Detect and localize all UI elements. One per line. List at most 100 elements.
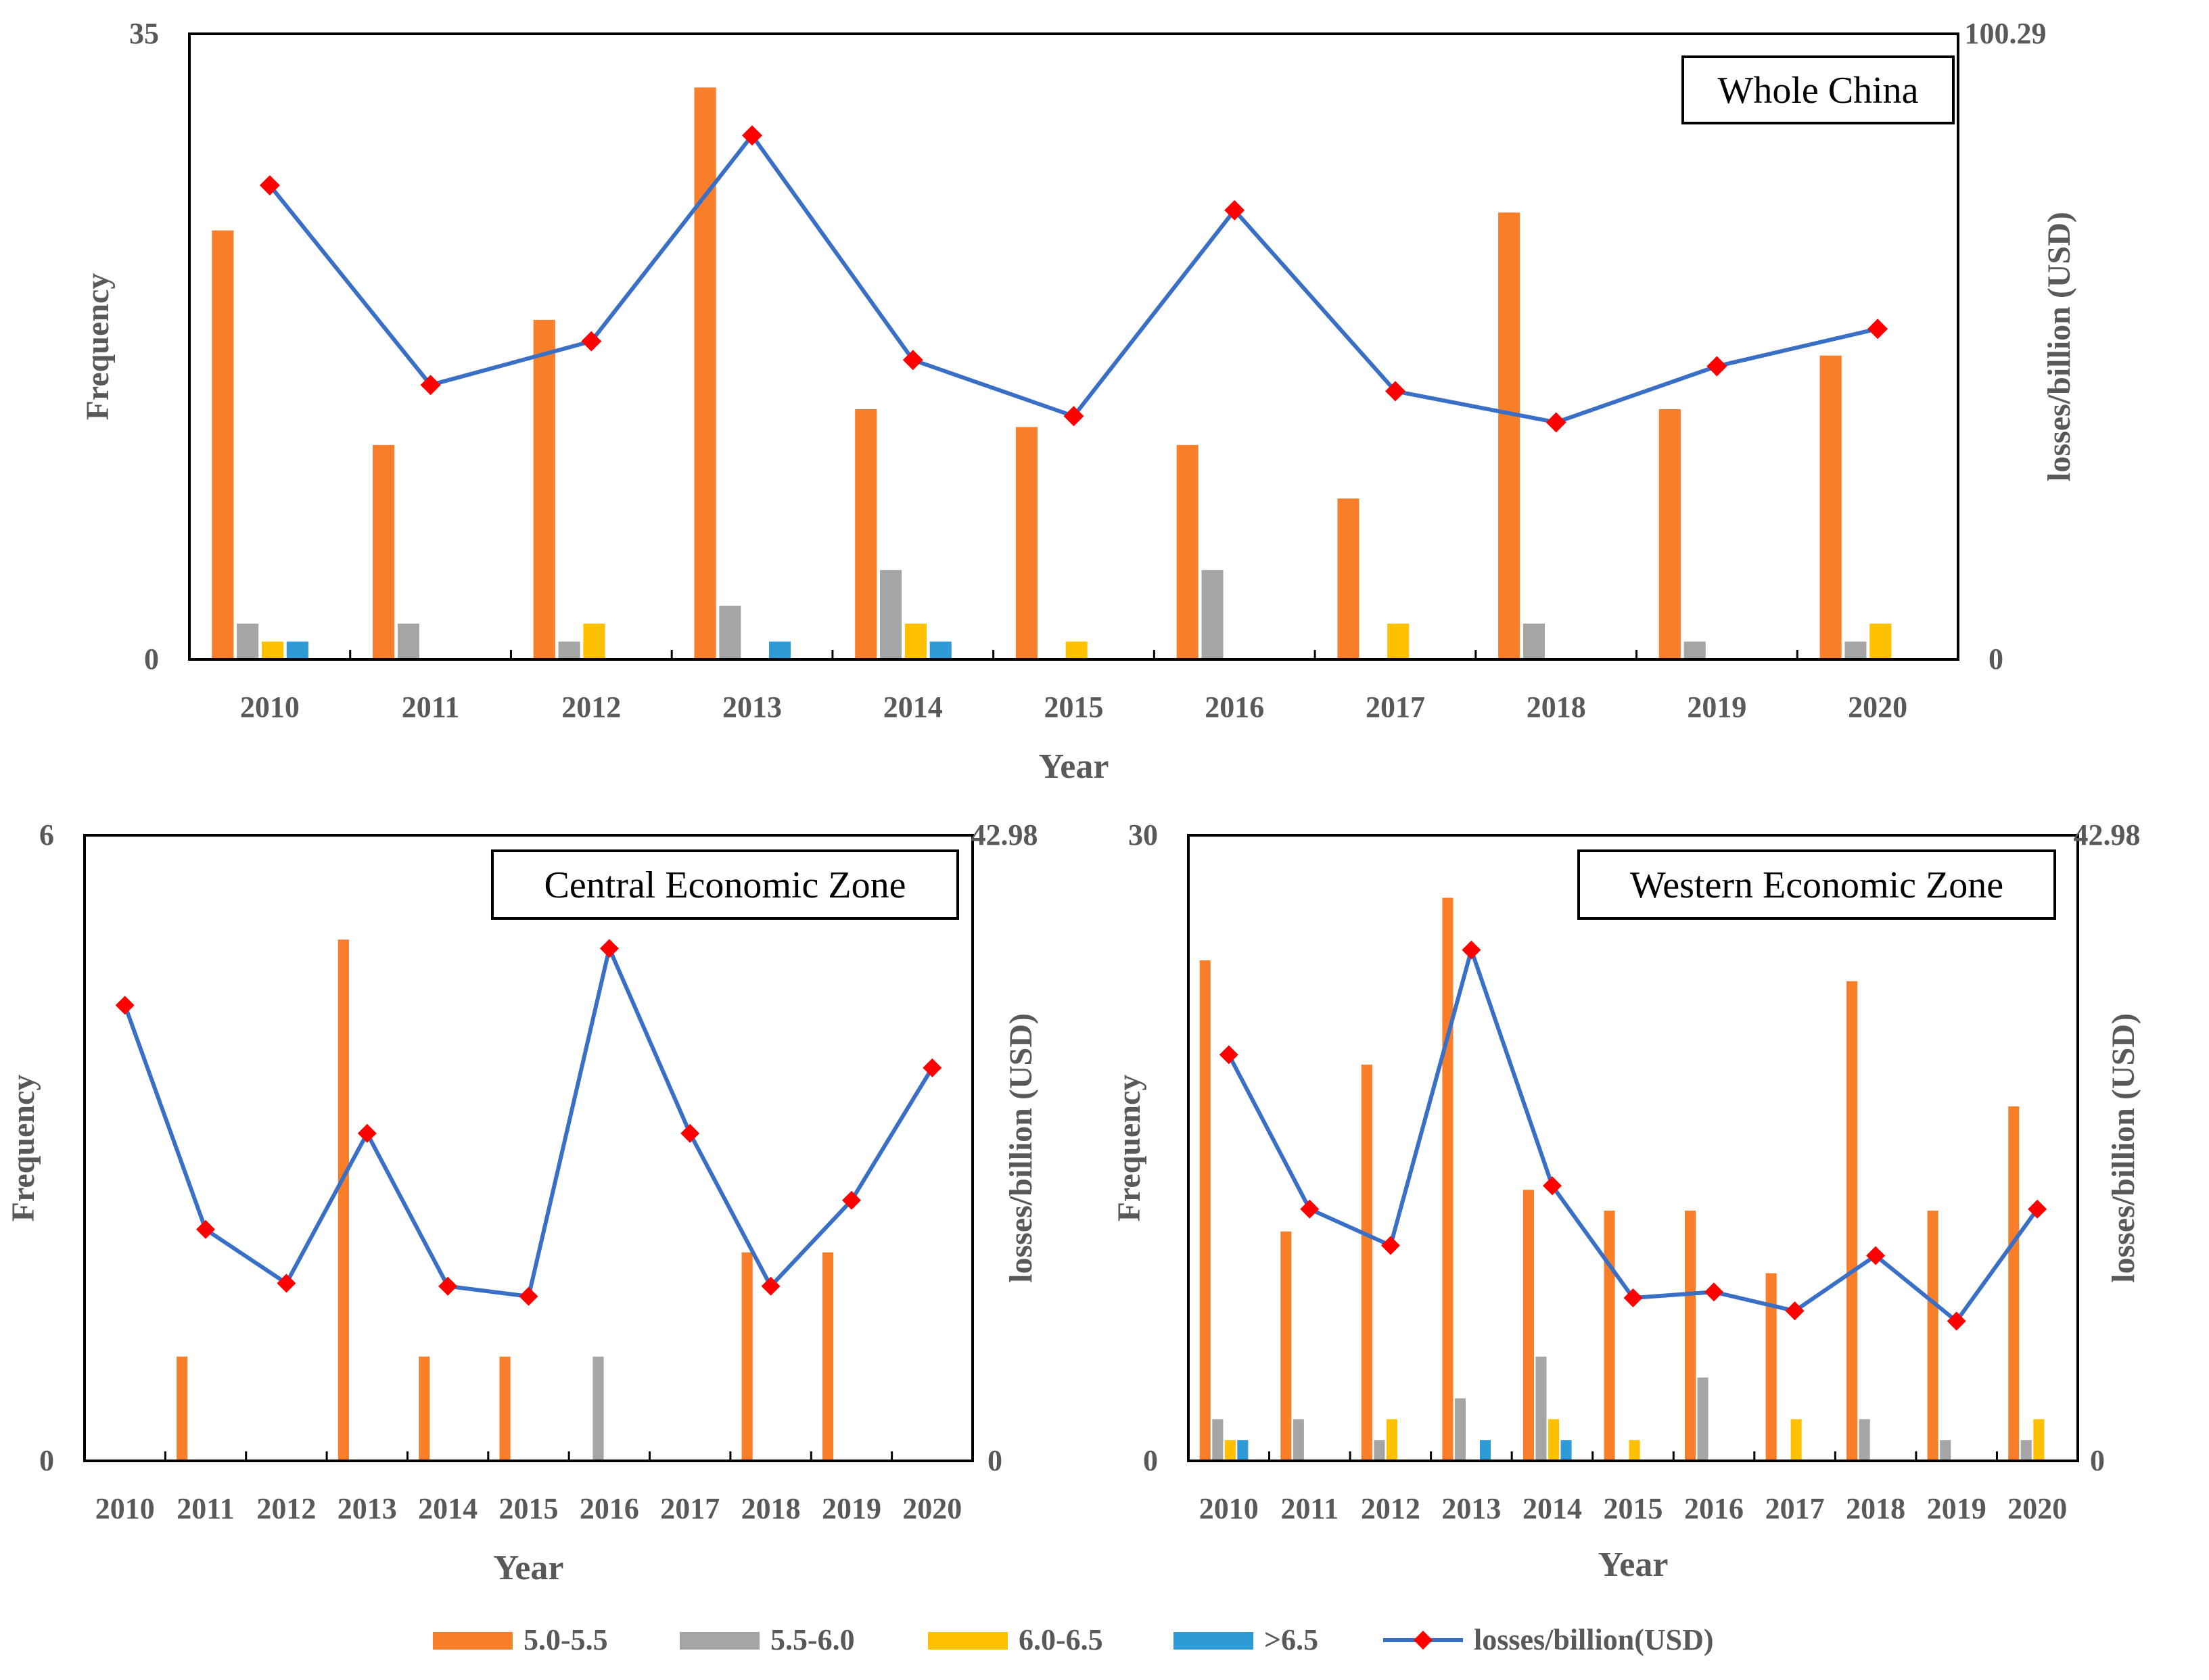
bar-s-5-0-5-5-2014 <box>419 1356 430 1461</box>
bar-s-5-5-6-0-2016 <box>1201 569 1224 659</box>
bar-s-5-5-6-0-2014 <box>1535 1356 1547 1461</box>
bar-s-5-0-5-5-2015 <box>1015 427 1038 659</box>
legend-label: >6.5 <box>1264 1623 1318 1656</box>
x-tick-label-2018: 2018 <box>1846 1492 1905 1525</box>
bar-s-gt-6-5-2010 <box>1237 1440 1249 1461</box>
bar-s-5-0-5-5-2010 <box>212 230 234 659</box>
bar-s-6-0-6-5-2014 <box>904 624 927 659</box>
x-tick-label-2018: 2018 <box>741 1492 801 1525</box>
losses-point-2020 <box>1867 319 1888 340</box>
x-tick-label-2017: 2017 <box>1765 1492 1825 1525</box>
legend-label: losses/billion(USD) <box>1474 1623 1714 1656</box>
x-tick-label-2017: 2017 <box>660 1492 720 1525</box>
bar-s-5-0-5-5-2018 <box>741 1252 753 1461</box>
x-tick-label-2014: 2014 <box>883 691 943 724</box>
panel-title-box <box>491 849 959 920</box>
bar-s-5-0-5-5-2016 <box>1685 1211 1696 1461</box>
legend-item-5: losses/billion(USD) <box>1383 1623 1714 1656</box>
bar-s-5-5-6-0-2010 <box>237 624 259 659</box>
bar-s-5-0-5-5-2015 <box>1604 1211 1615 1461</box>
bar-s-5-0-5-5-2019 <box>1658 409 1681 659</box>
x-tick-label-2014: 2014 <box>1522 1492 1582 1525</box>
bar-s-gt-6-5-2014 <box>929 641 952 659</box>
x-tick-label-2011: 2011 <box>402 691 460 724</box>
x-tick-label-2019: 2019 <box>1687 691 1746 724</box>
bar-s-5-0-5-5-2014 <box>855 409 877 659</box>
panel-title-box <box>1681 55 1955 124</box>
losses-point-2013 <box>357 1123 377 1143</box>
x-tick-label-2016: 2016 <box>1684 1492 1744 1525</box>
y-tick-label-min: 0 <box>39 1444 54 1477</box>
losses-point-2018 <box>1545 412 1566 433</box>
y2-tick-label-max: 42.98 <box>2074 818 2141 851</box>
legend-marker-icon <box>1414 1631 1433 1650</box>
x-tick-label-2020: 2020 <box>1848 691 1907 724</box>
x-tick-label-2010: 2010 <box>1199 1492 1259 1525</box>
losses-point-2019 <box>1706 356 1727 377</box>
bar-s-gt-6-5-2010 <box>286 641 308 659</box>
losses-point-2016 <box>1704 1282 1723 1302</box>
bar-s-6-0-6-5-2010 <box>262 641 284 659</box>
bar-s-5-5-6-0-2011 <box>397 624 419 659</box>
panel-title-box <box>1577 849 2056 920</box>
x-tick-label-2016: 2016 <box>1205 691 1264 724</box>
y2-tick-label-max: 100.29 <box>1965 17 2047 50</box>
legend-item-1: 5.0-5.5 <box>433 1623 608 1656</box>
bar-s-5-0-5-5-2016 <box>1176 444 1199 659</box>
x-tick-label-2017: 2017 <box>1366 691 1425 724</box>
bar-s-5-0-5-5-2020 <box>2008 1106 2020 1461</box>
bar-s-gt-6-5-2014 <box>1560 1440 1572 1461</box>
bar-s-5-0-5-5-2010 <box>1199 960 1211 1461</box>
bar-s-5-0-5-5-2014 <box>1522 1190 1534 1461</box>
legend-item-2: 5.5-6.0 <box>680 1623 855 1656</box>
x-tick-label-2019: 2019 <box>822 1492 881 1525</box>
losses-point-2015 <box>519 1286 538 1306</box>
losses-point-2017 <box>1385 381 1405 402</box>
bar-s-5-0-5-5-2013 <box>694 87 716 660</box>
bar-s-5-5-6-0-2019 <box>1683 641 1706 659</box>
y2-tick-label-min: 0 <box>1989 643 2003 676</box>
y-tick-label-min: 0 <box>144 643 159 676</box>
plot-frame <box>1187 834 2079 1462</box>
bar-s-5-5-6-0-2014 <box>880 569 902 659</box>
plot-frame <box>188 32 1959 661</box>
x-tick-label-2015: 2015 <box>1044 691 1104 724</box>
losses-point-2015 <box>1623 1288 1643 1307</box>
y-tick-label-min: 0 <box>1143 1444 1158 1477</box>
bar-s-6-0-6-5-2020 <box>1869 624 1892 659</box>
panel-title: Whole China <box>1717 70 1918 112</box>
x-tick-label-2015: 2015 <box>1604 1492 1663 1525</box>
bar-s-5-5-6-0-2018 <box>1859 1419 1870 1461</box>
y-axis-title: Frequency <box>1111 1075 1147 1222</box>
bar-s-5-5-6-0-2012 <box>558 641 580 659</box>
y-tick-label-max: 35 <box>129 17 159 50</box>
losses-point-2018 <box>1866 1246 1886 1265</box>
x-tick-label-2013: 2013 <box>338 1492 397 1525</box>
x-axis-title: Year <box>1598 1545 1669 1584</box>
bar-s-5-0-5-5-2011 <box>177 1356 188 1461</box>
bar-s-6-0-6-5-2020 <box>2033 1419 2045 1461</box>
x-tick-label-2014: 2014 <box>418 1492 478 1525</box>
legend-swatch <box>680 1632 760 1650</box>
bar-s-5-5-6-0-2016 <box>1697 1377 1708 1461</box>
bar-s-5-0-5-5-2019 <box>822 1252 834 1461</box>
y2-tick-label-min: 0 <box>2090 1444 2105 1477</box>
bar-s-5-0-5-5-2012 <box>1361 1065 1372 1461</box>
losses-point-2010 <box>115 996 135 1015</box>
legend: 5.0-5.5 5.5-6.0 6.0-6.5 >6.5 losses/billion(… <box>433 1623 1714 1656</box>
losses-point-2014 <box>902 350 923 371</box>
bar-s-5-5-6-0-2013 <box>1454 1398 1466 1461</box>
losses-point-2017 <box>1785 1301 1805 1321</box>
y2-tick-label-max: 42.98 <box>971 818 1038 851</box>
legend-label: 6.0-6.5 <box>1019 1623 1103 1656</box>
x-tick-label-2010: 2010 <box>95 1492 155 1525</box>
x-tick-label-2012: 2012 <box>1361 1492 1420 1525</box>
losses-line <box>1227 948 2039 1324</box>
x-tick-label-2011: 2011 <box>177 1492 235 1525</box>
losses-point-2017 <box>680 1123 700 1143</box>
bar-s-6-0-6-5-2014 <box>1548 1419 1560 1461</box>
losses-point-2016 <box>599 939 619 958</box>
bar-s-gt-6-5-2013 <box>1480 1440 1491 1461</box>
bar-s-5-0-5-5-2018 <box>1498 212 1520 659</box>
